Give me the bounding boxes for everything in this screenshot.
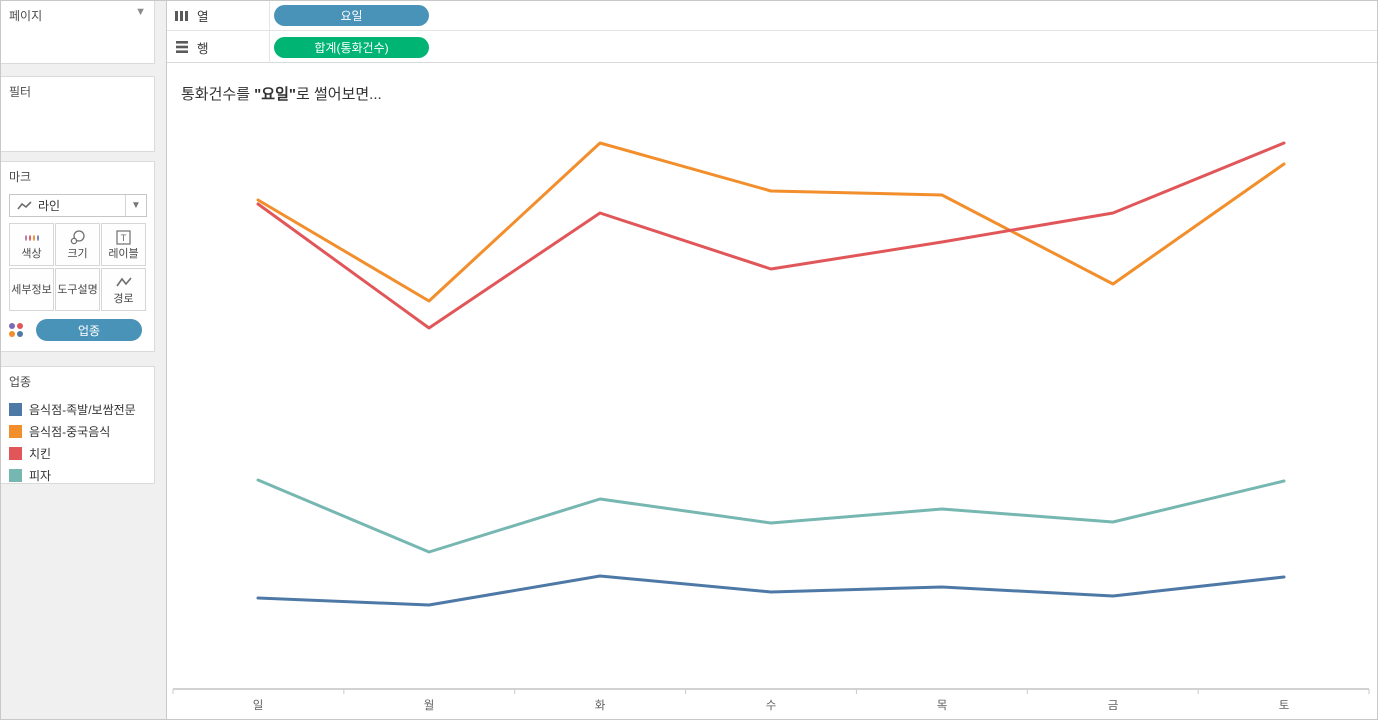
chart-canvas: 통화건수를 "요일"로 썰어보면... 일 월 화 수 목 금 토 (167, 63, 1377, 719)
line-series-2[interactable] (256, 141, 1286, 330)
legend-items: 음식점-족발/보쌈전문 음식점-중국음식 치킨 피자 (1, 392, 154, 486)
shelf-separator (269, 1, 270, 63)
filters-shelf[interactable]: 필터 (1, 76, 155, 152)
color-legend-icon (9, 323, 23, 337)
marks-card-label: 마크 (9, 170, 32, 184)
shelf-area: 열 요일 행 합계(통화건수) (167, 1, 1377, 63)
svg-text:T: T (121, 233, 127, 244)
marks-color-pill-row: 업종 (9, 319, 142, 341)
x-axis-label: 화 (594, 700, 606, 712)
legend-item[interactable]: 치킨 (1, 442, 154, 464)
x-axis-label: 일 (252, 700, 264, 712)
rows-shelf-label: 행 (197, 41, 209, 56)
line-series-1[interactable] (256, 141, 1286, 303)
columns-shelf[interactable]: 열 요일 (167, 1, 1377, 31)
mark-type-value: 라인 (38, 199, 61, 213)
label-button[interactable]: T 레이블 (101, 223, 146, 266)
pages-shelf-label: 페이지 (9, 9, 43, 23)
path-button[interactable]: 경로 (101, 268, 146, 311)
rows-shelf[interactable]: 행 합계(통화건수) (167, 32, 1377, 62)
columns-icon (175, 10, 189, 22)
x-axis-label: 수 (765, 700, 777, 712)
line-series-3[interactable] (256, 478, 1286, 554)
chevron-down-icon[interactable]: ▼ (125, 195, 146, 216)
marks-color-pill[interactable]: 업종 (36, 319, 142, 341)
legend-swatch (9, 424, 22, 438)
tooltip-button[interactable]: 도구설명 (55, 268, 100, 311)
legend-swatch (9, 446, 22, 460)
rows-pill[interactable]: 합계(통화건수) (274, 37, 429, 58)
pages-shelf[interactable]: 페이지 ▼ (1, 1, 155, 64)
legend-swatch (9, 402, 22, 416)
legend-swatch (9, 468, 22, 482)
detail-button[interactable]: 세부정보 (9, 268, 54, 311)
line-chart (172, 141, 1370, 694)
label-text-icon: T (116, 230, 131, 246)
columns-pill[interactable]: 요일 (274, 5, 429, 26)
size-button[interactable]: 크기 (55, 223, 100, 266)
legend-item[interactable]: 피자 (1, 464, 154, 486)
legend-item[interactable]: 음식점-족발/보쌈전문 (1, 398, 154, 420)
x-axis-label: 월 (423, 700, 435, 712)
left-sidebar: 페이지 ▼ 필터 마크 라인 ▼ 색상 (1, 1, 167, 719)
line-series-0[interactable] (256, 574, 1286, 607)
color-button[interactable]: 색상 (9, 223, 54, 266)
path-line-icon (115, 275, 132, 291)
size-circles-icon (70, 230, 86, 246)
chart-title: 통화건수를 "요일"로 썰어보면... (181, 86, 382, 103)
legend-title: 업종 (9, 375, 32, 389)
legend-item[interactable]: 음식점-중국음식 (1, 420, 154, 442)
x-axis-label: 토 (1278, 700, 1290, 712)
columns-shelf-label: 열 (197, 10, 209, 24)
marks-card: 마크 라인 ▼ 색상 크기 (1, 161, 155, 352)
line-mark-icon (17, 200, 32, 211)
marks-button-grid: 색상 크기 T 레이블 세부정보 도구 (9, 223, 149, 313)
x-axis-label: 금 (1107, 700, 1119, 712)
filters-shelf-label: 필터 (9, 85, 32, 99)
rows-icon (175, 41, 189, 53)
x-axis-label: 목 (936, 700, 948, 712)
chevron-down-icon[interactable]: ▼ (135, 6, 146, 18)
mark-type-dropdown[interactable]: 라인 ▼ (9, 194, 147, 217)
color-dots-icon (24, 230, 39, 246)
color-legend-card: 업종 음식점-족발/보쌈전문 음식점-중국음식 치킨 피자 (1, 366, 155, 484)
